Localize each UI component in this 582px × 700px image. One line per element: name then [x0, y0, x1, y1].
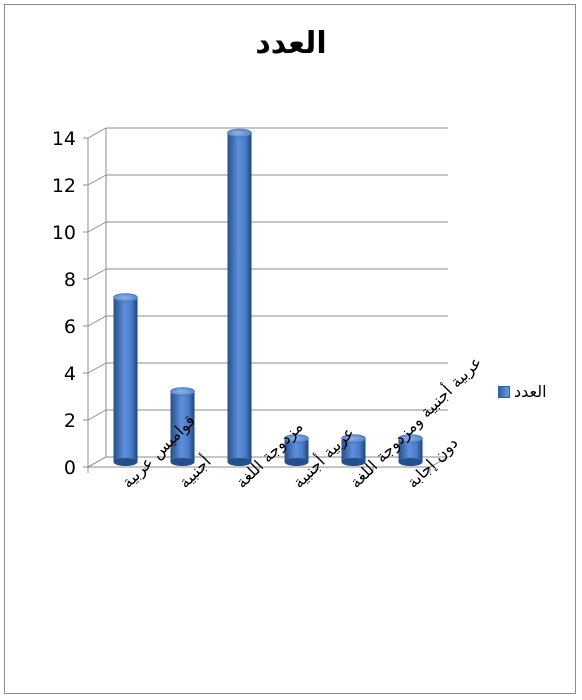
- gridline-side: [87, 268, 107, 280]
- bar-base: [227, 458, 252, 466]
- y-tick-label: 8: [64, 269, 76, 291]
- y-tick-label: 4: [64, 363, 76, 385]
- bar-base: [284, 458, 309, 466]
- legend-label: العدد: [514, 382, 547, 401]
- gridline-side: [87, 409, 107, 421]
- bar: [341, 434, 366, 466]
- bar-top: [398, 434, 423, 443]
- bar: [227, 128, 252, 466]
- y-tick-label: 10: [52, 222, 76, 244]
- gridline-side: [87, 315, 107, 327]
- y-tick-label: 0: [64, 457, 76, 479]
- bar-top: [227, 128, 252, 138]
- bar-top: [170, 387, 195, 396]
- chart-title: العدد: [255, 26, 327, 61]
- bar-body: [113, 297, 138, 462]
- y-tick-labels: 0 2 4 6 8 10 12 14: [52, 128, 76, 479]
- bar-base: [113, 458, 138, 466]
- legend-swatch: [498, 385, 510, 398]
- bar: [398, 434, 423, 466]
- y-tick-label: 12: [52, 175, 76, 197]
- y-tick-label: 2: [64, 410, 76, 432]
- gridline-side: [87, 174, 107, 186]
- bar: [113, 293, 138, 466]
- bar-body: [170, 391, 195, 462]
- y-tick-label: 14: [52, 128, 76, 150]
- bar-base: [398, 458, 423, 466]
- bars: [113, 128, 423, 466]
- y-tick-label: 6: [64, 316, 76, 338]
- bar-body: [284, 438, 309, 462]
- bar-body: [227, 133, 252, 462]
- axes: [83, 128, 450, 473]
- gridline-side: [87, 221, 107, 233]
- bar-top: [341, 434, 366, 443]
- bar-top: [284, 434, 309, 443]
- gridline-side: [87, 362, 107, 374]
- bar: [284, 434, 309, 466]
- bar: [170, 387, 195, 466]
- bar-top: [113, 293, 138, 302]
- bar-body: [398, 438, 423, 462]
- gridlines: [87, 127, 448, 468]
- legend: العدد: [498, 382, 547, 401]
- gridline-side: [87, 127, 107, 139]
- chart-frame: [4, 4, 576, 694]
- bar-body: [341, 438, 366, 462]
- bar-base: [170, 458, 195, 466]
- bar-base: [341, 458, 366, 466]
